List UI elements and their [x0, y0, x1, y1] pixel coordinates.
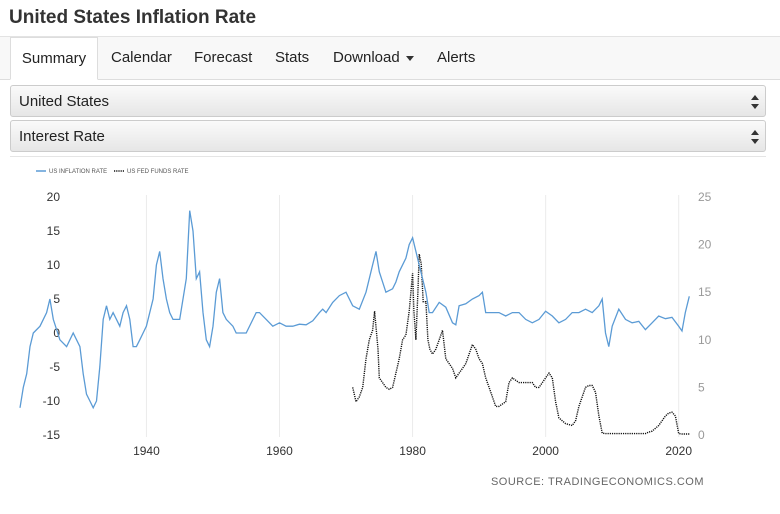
tab-summary[interactable]: Summary [10, 37, 98, 80]
chart-grid [145, 195, 680, 437]
tab-download-label: Download [333, 49, 400, 66]
chart-legend: US INFLATION RATE US FED FUNDS RATE [36, 169, 189, 175]
indicator-select[interactable]: Interest Rate [10, 120, 766, 152]
right-axis-ticks: 25 20 15 10 5 0 [698, 190, 712, 442]
caret-down-icon [405, 55, 414, 61]
legend-inflation-label: US INFLATION RATE [49, 169, 107, 175]
tab-download[interactable]: Download [333, 37, 414, 79]
select-arrows-icon [751, 95, 759, 109]
x-axis-ticks: 1940 1960 1980 2000 2020 [133, 444, 692, 458]
x-tick-label: 1980 [399, 444, 426, 458]
select-arrows-icon [751, 130, 759, 144]
right-tick-label: 10 [698, 333, 712, 347]
country-select-value: United States [19, 93, 110, 110]
legend-fedfunds-label: US FED FUNDS RATE [127, 169, 189, 175]
left-tick-label: 10 [47, 258, 61, 272]
right-tick-label: 0 [698, 428, 705, 442]
tab-stats[interactable]: Stats [275, 49, 310, 66]
indicator-select-value: Interest Rate [19, 128, 105, 145]
tab-bar: Summary Calendar Forecast Stats Download… [0, 37, 780, 80]
x-tick-label: 2000 [532, 444, 559, 458]
chart-source: SOURCE: TRADINGECONOMICS.COM [491, 476, 704, 488]
x-tick-label: 1960 [266, 444, 293, 458]
left-tick-label: -5 [49, 360, 60, 374]
left-tick-label: -15 [43, 428, 61, 442]
left-tick-label: 15 [47, 224, 61, 238]
left-tick-label: 0 [53, 326, 60, 340]
inflation-chart: US INFLATION RATE US FED FUNDS RATE 20 15… [19, 169, 712, 488]
country-select[interactable]: United States [10, 85, 766, 117]
tab-alerts[interactable]: Alerts [437, 49, 476, 66]
left-tick-label: -10 [43, 394, 61, 408]
left-tick-label: 20 [47, 190, 61, 204]
right-tick-label: 5 [698, 380, 705, 394]
right-tick-label: 20 [698, 238, 712, 252]
chart-panel: US INFLATION RATE US FED FUNDS RATE 20 15… [10, 156, 766, 499]
left-tick-label: 5 [53, 292, 60, 306]
fedfunds-series-line [352, 253, 690, 435]
right-tick-label: 15 [698, 285, 712, 299]
tab-forecast[interactable]: Forecast [194, 49, 253, 66]
right-tick-label: 25 [698, 190, 712, 204]
x-tick-label: 1940 [133, 444, 160, 458]
left-axis-ticks: 20 15 10 5 0 -5 -10 -15 [43, 190, 61, 442]
page-title: United States Inflation Rate [9, 7, 257, 28]
inflation-series-line [19, 210, 690, 410]
x-tick-label: 2020 [665, 444, 692, 458]
tab-calendar[interactable]: Calendar [111, 49, 172, 66]
title-bar: United States Inflation Rate [0, 0, 780, 37]
